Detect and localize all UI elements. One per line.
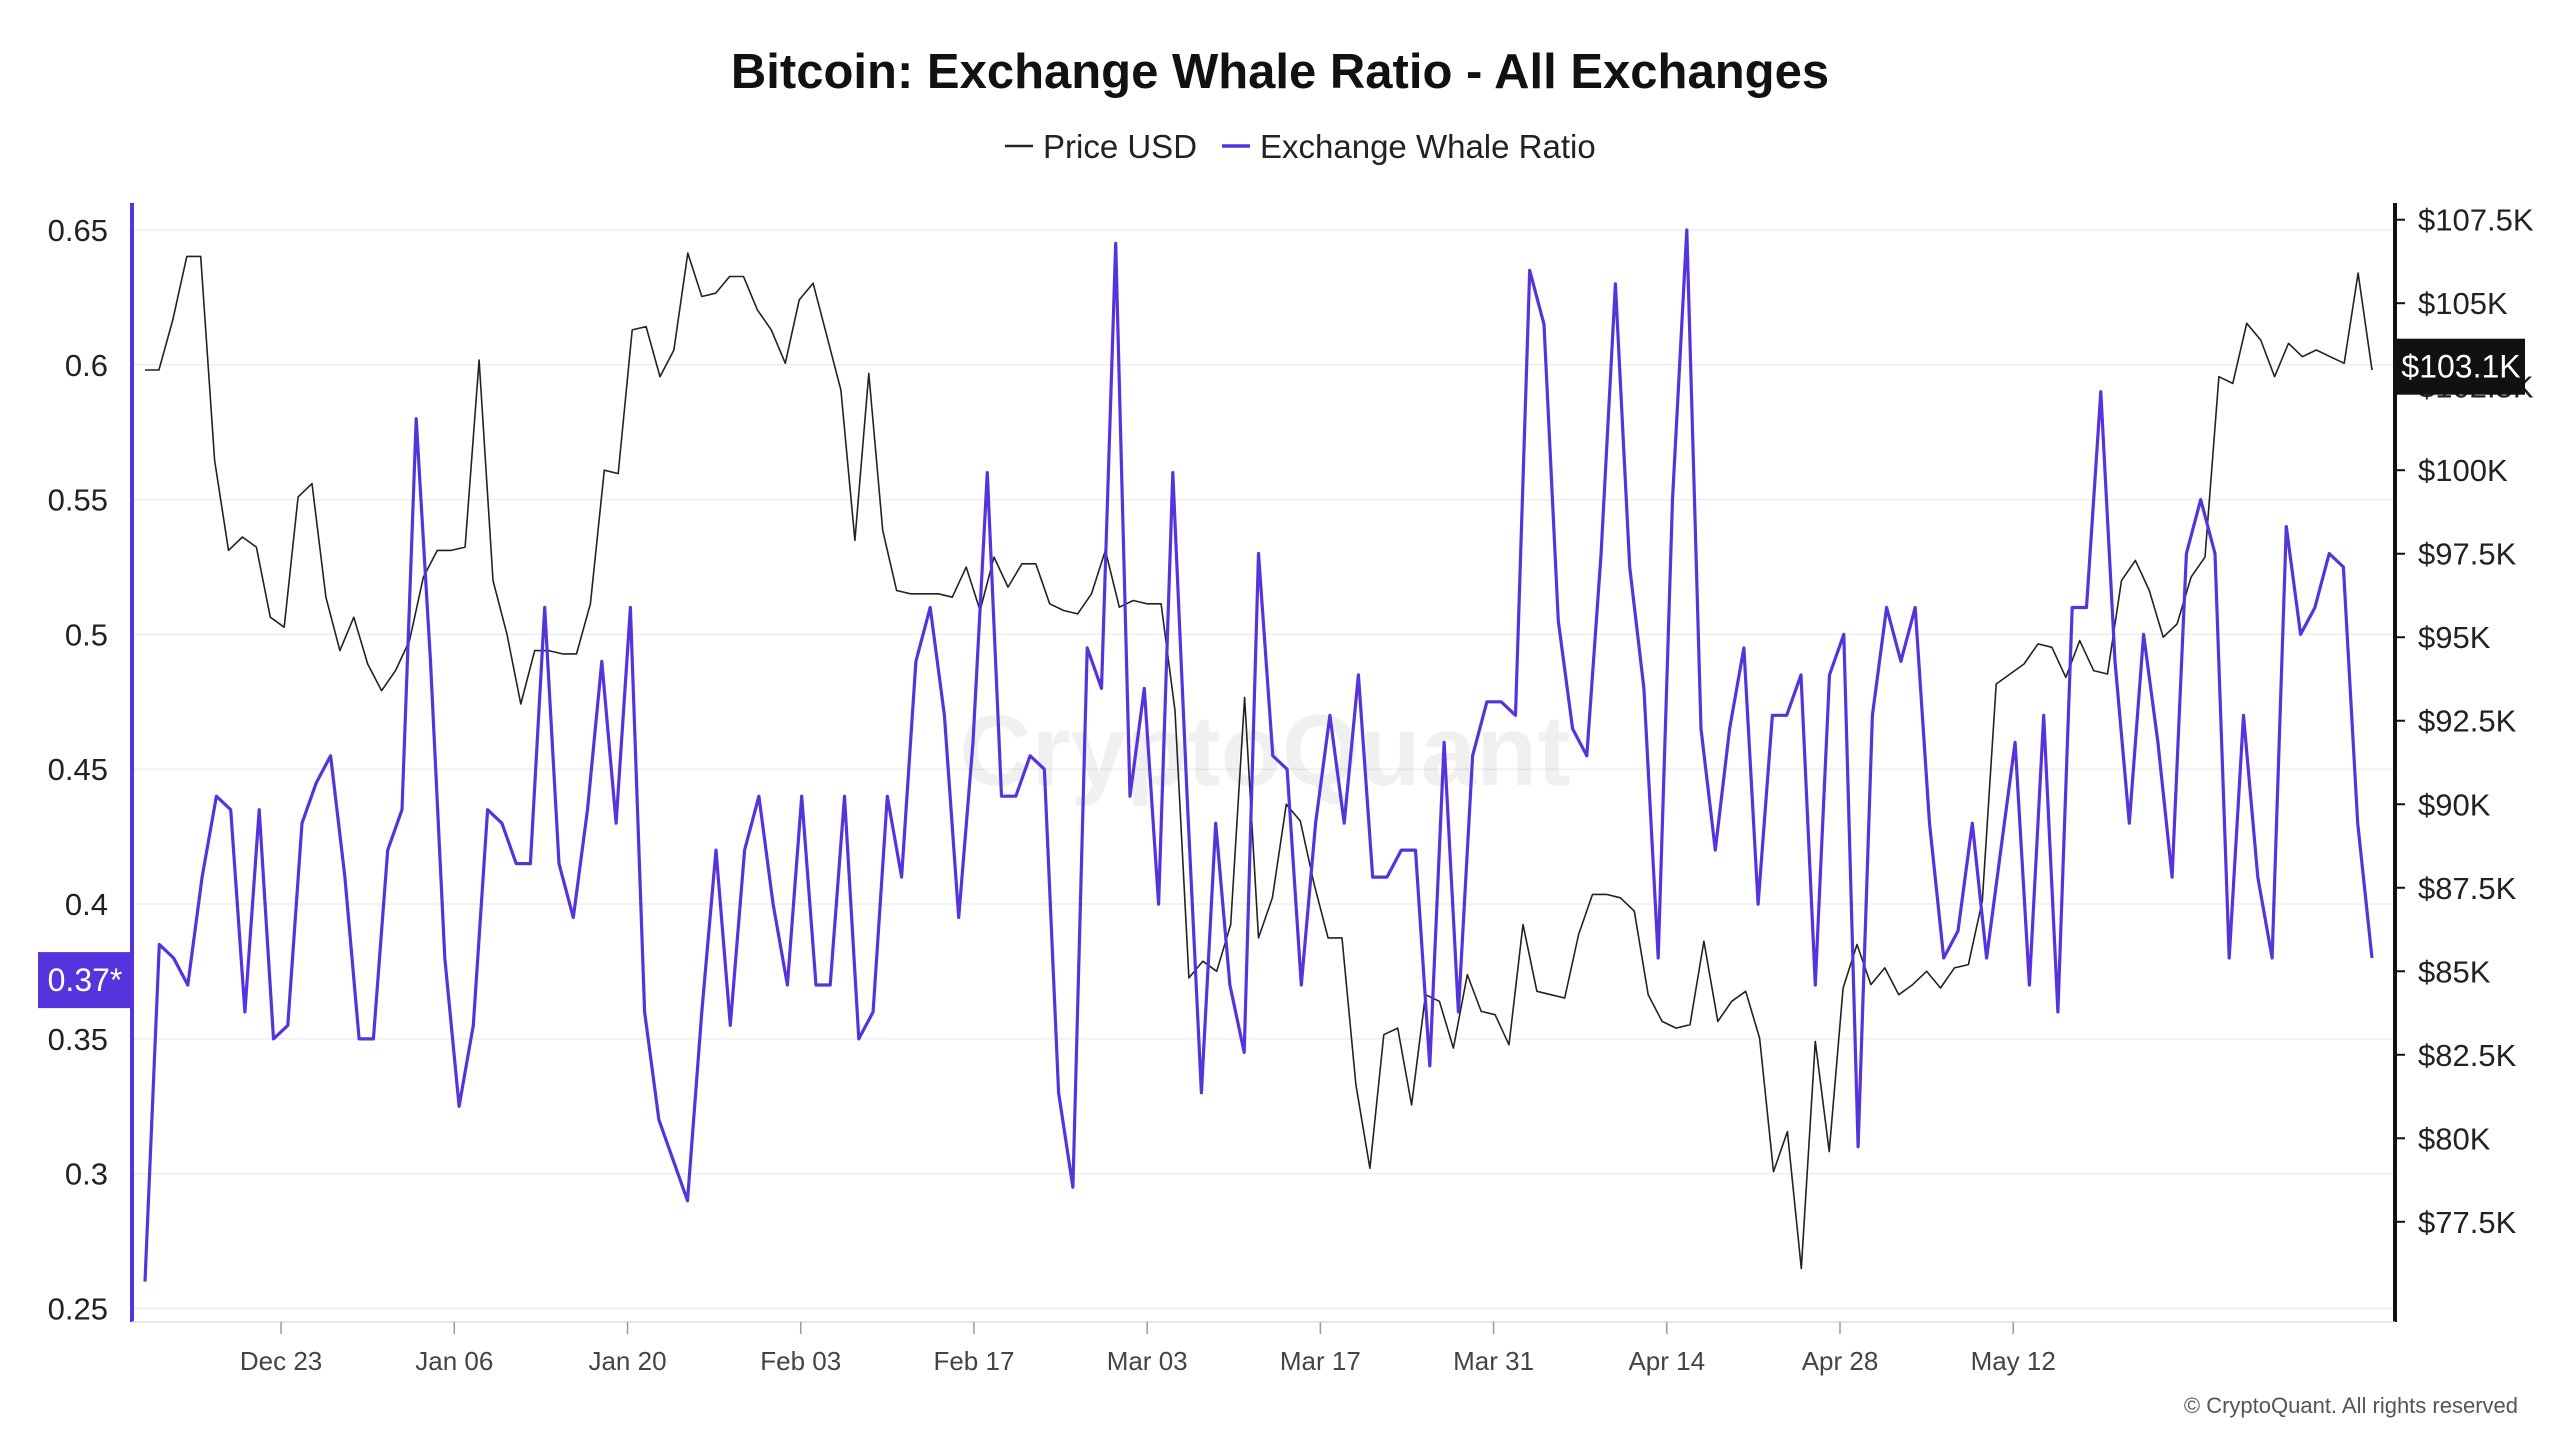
y-left-tick-label-5: 0.4: [65, 887, 108, 922]
x-axis-ticks: Dec 23 Jan 06 Jan 20 Feb 03 Feb 17 Mar 03 Mar …: [240, 1322, 2056, 1376]
y-right-tick-label-6: $92.5K: [2418, 704, 2517, 739]
y-right-tick-label-12: $77.5K: [2418, 1205, 2517, 1240]
x-tick-label-5: Mar 03: [1107, 1346, 1188, 1376]
y-left-tick-label-7: 0.3: [65, 1157, 108, 1192]
y-right-tick-label-0: $107.5K: [2418, 203, 2534, 238]
left-current-value-badge: 0.37*: [38, 952, 132, 1009]
copyright-text: © CryptoQuant. All rights reserved: [2184, 1393, 2518, 1418]
legend-item-whale-ratio[interactable]: Exchange Whale Ratio: [1222, 128, 1596, 165]
y-right-tick-label-9: $85K: [2418, 954, 2491, 989]
x-tick-label-0: Dec 23: [240, 1346, 322, 1376]
right-current-value-badge-bg: [2397, 338, 2525, 395]
x-tick-label-1: Jan 06: [415, 1346, 493, 1376]
legend-label-whale-ratio: Exchange Whale Ratio: [1260, 128, 1596, 165]
y-left-axis-ticks: 0.65 0.6 0.55 0.5 0.45 0.4 0.35 0.3 0.25: [48, 213, 108, 1327]
x-tick-label-7: Mar 31: [1453, 1346, 1534, 1376]
y-left-tick-label-6: 0.35: [48, 1022, 108, 1057]
left-current-value-badge-bg: [38, 952, 132, 1009]
x-tick-label-8: Apr 14: [1628, 1346, 1705, 1376]
y-left-tick-label-8: 0.25: [48, 1292, 108, 1327]
watermark: CryptoQuant: [959, 695, 1570, 807]
chart-title: Bitcoin: Exchange Whale Ratio - All Exch…: [731, 45, 1829, 99]
x-tick-label-4: Feb 17: [933, 1346, 1014, 1376]
y-right-tick-label-7: $90K: [2418, 787, 2491, 822]
x-tick-label-3: Feb 03: [760, 1346, 841, 1376]
y-left-tick-label-4: 0.45: [48, 752, 108, 787]
right-current-value-label: $103.1K: [2401, 349, 2520, 385]
x-tick-label-2: Jan 20: [588, 1346, 666, 1376]
y-right-axis-ticks: $107.5K$105K$102.5K$100K$97.5K$95K$92.5K…: [2395, 203, 2534, 1240]
y-right-tick-label-11: $80K: [2418, 1121, 2491, 1156]
series-line-exchange-whale-ratio[interactable]: [143, 228, 2374, 1282]
y-right-tick-label-4: $97.5K: [2418, 537, 2517, 572]
y-right-tick-label-5: $95K: [2418, 620, 2491, 655]
y-right-tick-label-8: $87.5K: [2418, 871, 2517, 906]
series-layer: [143, 228, 2374, 1282]
y-left-tick-label-0: 0.65: [48, 213, 108, 248]
right-current-value-badge: $103.1K: [2397, 338, 2525, 395]
legend-label-price: Price USD: [1043, 128, 1197, 165]
x-tick-label-9: Apr 28: [1802, 1346, 1879, 1376]
y-left-tick-label-3: 0.5: [65, 617, 108, 652]
series-line-price-usd[interactable]: [145, 252, 2373, 1270]
x-tick-label-10: May 12: [1971, 1346, 2056, 1376]
legend: Price USD Exchange Whale Ratio: [1005, 128, 1596, 165]
y-right-tick-label-10: $82.5K: [2418, 1038, 2517, 1073]
y-left-tick-label-2: 0.55: [48, 483, 108, 518]
left-current-value-label: 0.37*: [48, 962, 123, 998]
y-right-tick-label-1: $105K: [2418, 286, 2508, 321]
x-tick-label-6: Mar 17: [1280, 1346, 1361, 1376]
y-left-tick-label-1: 0.6: [65, 348, 108, 383]
y-right-tick-label-3: $100K: [2418, 453, 2508, 488]
legend-item-price[interactable]: Price USD: [1005, 128, 1197, 165]
